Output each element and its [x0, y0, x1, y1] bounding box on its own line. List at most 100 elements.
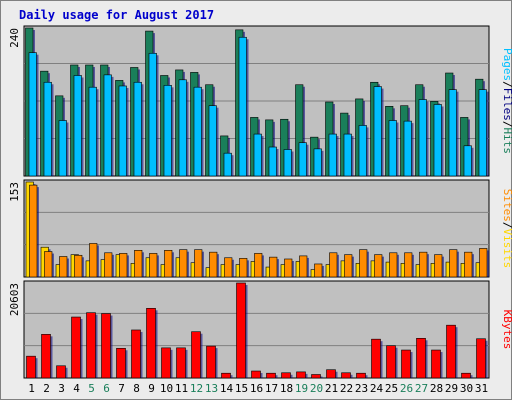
- files-bar: [118, 85, 127, 177]
- kbytes-bar: [401, 349, 411, 379]
- sites-bar: [329, 252, 338, 278]
- sites-bar: [284, 258, 293, 278]
- sites-bar: [44, 251, 53, 278]
- kbytes-bar: [311, 374, 321, 379]
- files-bar: [463, 145, 472, 177]
- kbytes-bar: [326, 369, 336, 379]
- kbytes-bar: [356, 372, 366, 379]
- x-tick-label: 23: [355, 382, 368, 395]
- files-bar: [223, 152, 232, 177]
- kbytes-bar: [101, 313, 111, 379]
- x-tick-label: 19: [295, 382, 308, 395]
- files-bar: [193, 86, 202, 177]
- sites-bar: [239, 258, 248, 278]
- axis-label-3: KBytes: [501, 310, 512, 350]
- axis-label-2: Sites/Visits: [501, 189, 512, 269]
- x-tick-label: 13: [205, 382, 218, 395]
- x-tick-label: 26: [400, 382, 413, 395]
- sites-bar: [119, 253, 128, 278]
- sites-bar: [89, 243, 98, 278]
- sites-bar: [224, 257, 233, 278]
- x-tick-label: 4: [73, 382, 80, 395]
- axis-label-part: Pages: [501, 48, 512, 81]
- files-bar: [283, 149, 292, 177]
- x-tick-label: 30: [460, 382, 473, 395]
- kbytes-bar: [206, 345, 216, 379]
- x-tick-label: 31: [475, 382, 488, 395]
- chart-title: Daily usage for August 2017: [19, 8, 215, 22]
- files-bar: [388, 120, 397, 177]
- kbytes-bar: [161, 347, 171, 379]
- files-bar: [268, 146, 277, 177]
- sites-bar: [59, 256, 68, 278]
- files-bar: [328, 133, 337, 177]
- x-tick-label: 15: [235, 382, 248, 395]
- sites-bar: [449, 249, 458, 278]
- kbytes-bar: [56, 365, 66, 379]
- sites-bar: [269, 256, 278, 278]
- sites-bar: [254, 253, 263, 278]
- x-tick-label: 20: [310, 382, 323, 395]
- files-bar: [43, 81, 52, 177]
- x-tick-label: 11: [175, 382, 188, 395]
- sites-bar: [314, 263, 323, 278]
- files-bar: [448, 89, 457, 177]
- x-tick-label: 24: [370, 382, 384, 395]
- kbytes-bar: [251, 370, 261, 379]
- files-bar: [148, 52, 157, 177]
- kbytes-bar: [431, 349, 441, 379]
- x-tick-label: 10: [160, 382, 173, 395]
- kbytes-bar: [341, 372, 351, 379]
- y-max-label-1: 240: [8, 28, 21, 48]
- x-tick-label: 8: [133, 382, 140, 395]
- kbytes-bar: [281, 372, 291, 379]
- sites-bar: [134, 250, 143, 278]
- sites-bar: [149, 253, 158, 278]
- sites-bar: [104, 252, 113, 278]
- axis-label-part: Sites: [501, 189, 512, 222]
- y-max-label-3: 20603: [8, 283, 21, 316]
- files-bar: [73, 75, 82, 177]
- x-tick-label: 18: [280, 382, 293, 395]
- axis-label-part: Visits: [501, 229, 512, 269]
- files-bar: [103, 74, 112, 177]
- x-tick-label: 22: [340, 382, 353, 395]
- y-max-label-2: 153: [8, 182, 21, 202]
- sites-bar: [344, 254, 353, 278]
- files-bar: [178, 79, 187, 177]
- kbytes-bar: [26, 355, 36, 379]
- kbytes-bar: [371, 338, 381, 379]
- kbytes-bar: [191, 331, 201, 379]
- kbytes-bar: [86, 312, 96, 379]
- sites-bar: [404, 252, 413, 278]
- sites-bar: [419, 251, 428, 278]
- x-tick-label: 14: [220, 382, 234, 395]
- sites-bar: [74, 254, 83, 278]
- files-bar: [208, 105, 217, 177]
- kbytes-bar: [236, 282, 246, 379]
- x-tick-label: 21: [325, 382, 338, 395]
- x-tick-label: 6: [103, 382, 110, 395]
- kbytes-bar: [221, 372, 231, 379]
- files-bar: [313, 148, 322, 177]
- files-bar: [478, 89, 487, 177]
- kbytes-bar: [461, 372, 471, 379]
- x-tick-label: 2: [43, 382, 50, 395]
- sites-bar: [194, 249, 203, 278]
- x-tick-label: 1: [28, 382, 35, 395]
- files-bar: [358, 125, 367, 177]
- axis-label-part: /: [501, 81, 512, 88]
- sites-bar: [29, 184, 38, 278]
- x-tick-label: 5: [88, 382, 95, 395]
- files-bar: [133, 81, 142, 177]
- sites-bar: [299, 255, 308, 278]
- sites-bar: [209, 251, 218, 278]
- x-tick-label: 12: [190, 382, 203, 395]
- files-bar: [88, 86, 97, 177]
- x-tick-label: 28: [430, 382, 443, 395]
- files-bar: [343, 133, 352, 177]
- files-bar: [403, 120, 412, 177]
- x-tick-label: 29: [445, 382, 458, 395]
- files-bar: [58, 120, 67, 177]
- files-bar: [373, 86, 382, 177]
